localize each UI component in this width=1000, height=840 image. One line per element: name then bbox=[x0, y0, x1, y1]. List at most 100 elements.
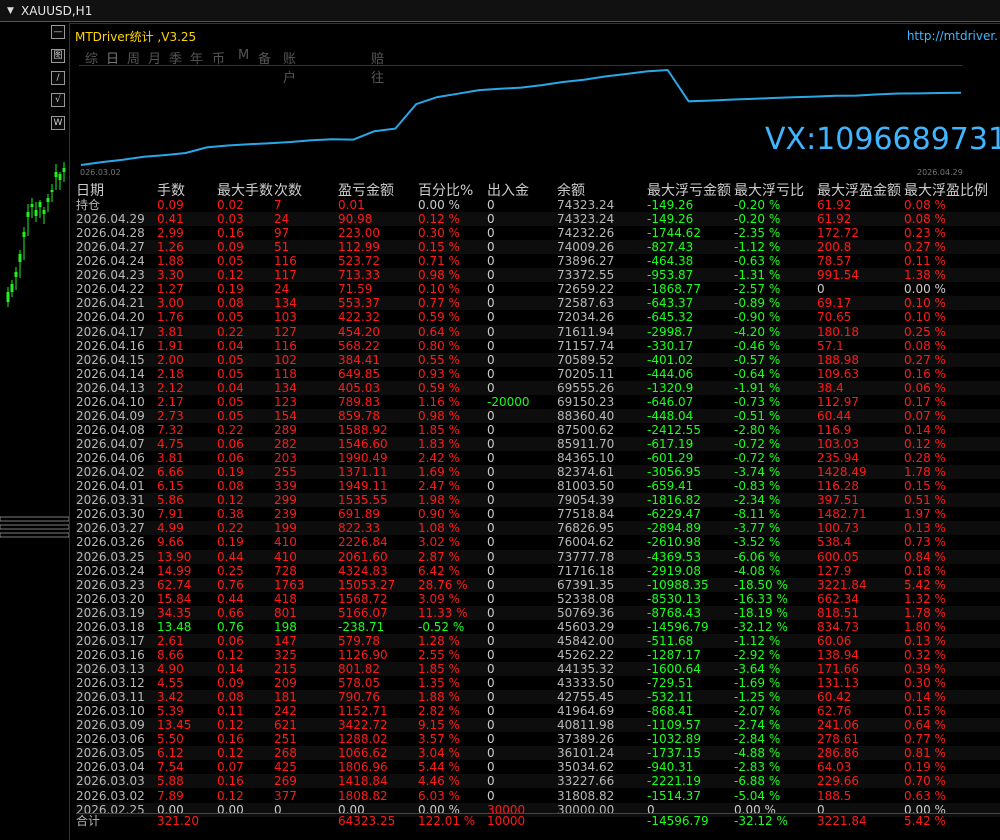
table-row[interactable]: 2026.03.18 13.48 0.76 198 -238.71 -0.52 % 0 456… bbox=[76, 620, 1000, 634]
table-cell: 0.30 % bbox=[904, 676, 946, 691]
table-cell: 822.33 bbox=[338, 521, 380, 536]
table-row[interactable]: 2026.04.24 1.88 0.05 116 523.72 0.71 % 0 73896.… bbox=[76, 254, 1000, 268]
table-row[interactable]: 2026.03.05 6.12 0.12 268 1066.62 3.04 % 0 36101… bbox=[76, 746, 1000, 761]
table-row[interactable]: 2026.04.08 7.32 0.22 289 1588.92 1.85 % 0 87500… bbox=[76, 423, 1000, 437]
tab-1[interactable]: 日 bbox=[106, 52, 120, 67]
column-header[interactable]: 出入金 bbox=[487, 183, 529, 199]
table-row[interactable]: 2026.03.23 62.74 0.76 1763 15053.27 28.76 % 0 6… bbox=[76, 577, 1000, 592]
table-row[interactable]: 2026.04.29 0.41 0.03 24 90.98 0.12 % 0 74323.24… bbox=[76, 212, 1000, 227]
column-header[interactable]: 余额 bbox=[557, 183, 585, 199]
tab-3[interactable]: 月 bbox=[148, 52, 162, 67]
window-menu-icon[interactable]: ▼ bbox=[7, 6, 14, 16]
column-header[interactable]: 手数 bbox=[157, 183, 185, 199]
table-row[interactable]: 2026.03.16 8.66 0.12 325 1126.90 2.55 % 0 45262… bbox=[76, 648, 1000, 662]
side-button-1[interactable]: 图 bbox=[51, 49, 65, 63]
table-cell: 199 bbox=[274, 521, 297, 536]
table-cell: 2026.04.13 bbox=[76, 380, 145, 395]
table-cell: 649.85 bbox=[338, 366, 380, 381]
table-cell: 0.06 bbox=[217, 633, 244, 648]
table-row[interactable]: 2026.03.03 5.88 0.16 269 1418.84 4.46 % 0 33227… bbox=[76, 774, 1000, 789]
side-button-0[interactable]: — bbox=[51, 25, 65, 39]
column-header[interactable]: 日期 bbox=[76, 183, 104, 199]
tab-6[interactable]: 币 bbox=[212, 52, 226, 67]
table-cell: 801 bbox=[274, 605, 297, 620]
column-header[interactable]: 次数 bbox=[274, 183, 302, 199]
table-row[interactable]: 2026.03.24 14.99 0.25 728 4324.83 6.42 % 0 7171… bbox=[76, 564, 1000, 578]
table-row[interactable]: 2026.04.15 2.00 0.05 102 384.41 0.55 % 0 70589.… bbox=[76, 352, 1000, 367]
table-row[interactable]: 2026.03.17 2.61 0.06 147 579.78 1.28 % 0 45842.… bbox=[76, 633, 1000, 648]
table-row[interactable]: 2026.03.25 13.90 0.44 410 2061.60 2.87 % 0 7377… bbox=[76, 549, 1000, 564]
table-cell: 2.73 bbox=[157, 408, 184, 423]
table-cell: -0.73 % bbox=[734, 394, 781, 409]
table-cell: 45262.22 bbox=[557, 647, 615, 662]
window-titlebar: ▼ XAUUSD,H1 bbox=[0, 0, 1000, 22]
table-row[interactable]: 2026.03.10 5.39 0.11 242 1152.71 2.82 % 0 41964… bbox=[76, 704, 1000, 718]
tab-8[interactable]: 备 bbox=[258, 52, 272, 67]
table-row[interactable]: 2026.04.01 6.15 0.08 339 1949.11 2.47 % 0 81003… bbox=[76, 479, 1000, 493]
table-cell: 64.03 bbox=[817, 760, 852, 775]
table-row[interactable]: 2026.04.10 2.17 0.05 123 789.83 1.16 % -20000 6… bbox=[76, 395, 1000, 409]
tab-7[interactable]: M bbox=[238, 48, 250, 63]
table-cell: -6.88 % bbox=[734, 774, 781, 789]
tab-10[interactable]: 赔往 bbox=[371, 52, 385, 86]
table-cell: 0.15 % bbox=[904, 704, 946, 719]
column-header[interactable]: 最大手数 bbox=[217, 183, 273, 199]
table-row[interactable]: 2026.03.30 7.91 0.38 239 691.89 0.90 % 0 77518.… bbox=[76, 507, 1000, 521]
column-header[interactable]: 最大浮亏比 bbox=[734, 183, 804, 199]
table-row[interactable]: 2026.03.02 7.89 0.12 377 1808.82 6.03 % 0 31808… bbox=[76, 789, 1000, 803]
tab-4[interactable]: 季 bbox=[169, 52, 183, 67]
table-row[interactable]: 2026.04.14 2.18 0.05 118 649.85 0.93 % 0 70205.… bbox=[76, 367, 1000, 381]
column-header[interactable]: 盈亏金额 bbox=[338, 183, 394, 199]
table-cell: -6229.47 bbox=[647, 507, 701, 522]
column-header[interactable]: 最大浮亏金额 bbox=[647, 183, 731, 199]
table-row[interactable]: 2026.04.09 2.73 0.05 154 859.78 0.98 % 0 88360.… bbox=[76, 408, 1000, 423]
table-row[interactable]: 2026.04.07 4.75 0.06 282 1546.60 1.83 % 0 85911… bbox=[76, 437, 1000, 452]
tab-2[interactable]: 周 bbox=[127, 52, 141, 67]
table-row[interactable]: 2026.03.20 15.84 0.44 418 1568.72 3.09 % 0 5233… bbox=[76, 592, 1000, 606]
table-row[interactable]: 2026.03.13 4.90 0.14 215 801.82 1.85 % 0 44135.… bbox=[76, 661, 1000, 676]
table-row[interactable]: 2026.04.13 2.12 0.04 134 405.03 0.59 % 0 69555.… bbox=[76, 380, 1000, 395]
table-row[interactable]: 2026.04.20 1.76 0.05 103 422.32 0.59 % 0 72034.… bbox=[76, 310, 1000, 324]
tab-9[interactable]: 账户 bbox=[283, 52, 297, 86]
table-row[interactable]: 2026.04.16 1.91 0.04 116 568.22 0.80 % 0 71157.… bbox=[76, 339, 1000, 353]
table-row[interactable]: 2026.03.19 34.35 0.66 801 5166.07 11.33 % 0 507… bbox=[76, 605, 1000, 620]
side-button-2[interactable]: / bbox=[51, 71, 65, 85]
side-button-3[interactable]: √ bbox=[51, 93, 65, 107]
table-row[interactable]: 持仓 0.09 0.02 7 0.01 0.00 % 0 74323.24 -149.26 -0.… bbox=[76, 198, 1000, 212]
column-header[interactable]: 最大浮盈金额 bbox=[817, 183, 901, 199]
table-row[interactable]: 2026.04.27 1.26 0.09 51 112.99 0.15 % 0 74009.2… bbox=[76, 240, 1000, 255]
table-cell: -1.91 % bbox=[734, 380, 781, 395]
column-header[interactable]: 最大浮盈比例 bbox=[904, 183, 988, 199]
table-cell: 2026.03.27 bbox=[76, 521, 145, 536]
table-cell: 40811.98 bbox=[557, 718, 615, 733]
table-row[interactable]: 2026.03.12 4.55 0.09 209 578.05 1.35 % 0 43333.… bbox=[76, 676, 1000, 690]
table-row[interactable]: 2026.04.23 3.30 0.12 117 713.33 0.98 % 0 73372.… bbox=[76, 268, 1000, 283]
table-cell: -0.57 % bbox=[734, 352, 781, 367]
table-cell: 215 bbox=[274, 661, 297, 676]
table-cell: 425 bbox=[274, 760, 297, 775]
table-row[interactable]: 2026.03.11 3.42 0.08 181 790.76 1.88 % 0 42755.… bbox=[76, 690, 1000, 705]
table-row[interactable]: 2026.04.06 3.81 0.06 203 1990.49 2.42 % 0 84365… bbox=[76, 451, 1000, 465]
summary-cell: 5.42 % bbox=[904, 814, 946, 828]
table-cell: 1.97 % bbox=[904, 507, 946, 522]
table-row[interactable]: 2026.04.28 2.99 0.16 97 223.00 0.30 % 0 74232.2… bbox=[76, 226, 1000, 240]
tab-5[interactable]: 年 bbox=[190, 52, 204, 67]
table-cell: 0 bbox=[487, 408, 495, 423]
table-row[interactable]: 2026.03.06 5.50 0.16 251 1288.02 3.57 % 0 37389… bbox=[76, 732, 1000, 746]
column-header[interactable]: 百分比% bbox=[418, 183, 474, 199]
table-cell: 1.85 % bbox=[418, 422, 460, 437]
table-row[interactable]: 2026.04.21 3.00 0.08 134 553.37 0.77 % 0 72587.… bbox=[76, 296, 1000, 311]
table-cell: 0.22 bbox=[217, 521, 244, 536]
tab-0[interactable]: 综 bbox=[85, 52, 99, 67]
table-row[interactable]: 2026.03.31 5.86 0.12 299 1535.55 1.98 % 0 79054… bbox=[76, 493, 1000, 508]
table-row[interactable]: 2026.04.02 6.66 0.19 255 1371.11 1.69 % 0 82374… bbox=[76, 465, 1000, 480]
panel-link[interactable]: http://mtdriver. bbox=[906, 29, 998, 43]
side-button-4[interactable]: W bbox=[51, 116, 65, 130]
table-cell: 100.73 bbox=[817, 521, 859, 536]
table-row[interactable]: 2026.03.26 9.66 0.19 410 2226.84 3.02 % 0 76004… bbox=[76, 535, 1000, 549]
table-row[interactable]: 2026.03.09 13.45 0.12 621 3422.72 9.15 % 0 4081… bbox=[76, 718, 1000, 733]
table-row[interactable]: 2026.03.27 4.99 0.22 199 822.33 1.08 % 0 76826.… bbox=[76, 521, 1000, 536]
table-row[interactable]: 2026.03.04 7.54 0.07 425 1806.96 5.44 % 0 35034… bbox=[76, 760, 1000, 774]
table-row[interactable]: 2026.04.17 3.81 0.22 127 454.20 0.64 % 0 71611.… bbox=[76, 324, 1000, 339]
table-row[interactable]: 2026.04.22 1.27 0.19 24 71.59 0.10 % 0 72659.22… bbox=[76, 282, 1000, 296]
